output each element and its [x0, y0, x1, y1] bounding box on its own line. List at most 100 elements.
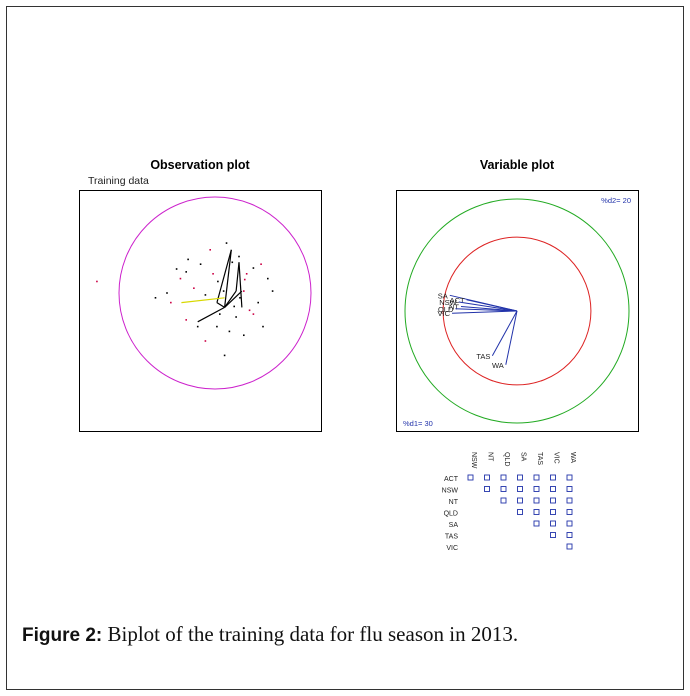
observation-point [187, 258, 189, 261]
table-marker [500, 474, 507, 481]
correlation-table: NSW NT QLD SA TAS VIC WA ACT NSW NT QLD SA TAS VIC [442, 452, 576, 552]
table-marker [550, 497, 556, 504]
observation-segment [224, 290, 237, 308]
table-marker [533, 509, 540, 515]
table-marker [550, 474, 556, 481]
observation-point [212, 273, 214, 275]
variable-label: VIC [438, 309, 451, 318]
observation-point [222, 290, 225, 292]
observation-point [179, 277, 182, 280]
observation-circle [118, 196, 312, 390]
table-marker [566, 509, 573, 515]
variable-label: SA [438, 291, 448, 300]
table-marker [566, 520, 573, 527]
table-column-header: TAS [536, 452, 543, 465]
observation-segment [238, 262, 243, 308]
table-marker [500, 497, 507, 504]
table-marker [533, 497, 540, 504]
observation-point [257, 301, 259, 304]
observation-point [193, 287, 195, 289]
observation-point [204, 294, 207, 296]
observation-point [248, 309, 251, 312]
figure-caption: Figure 2: Biplot of the training data fo… [22, 622, 518, 647]
table-marker [517, 486, 523, 492]
table-row-header: SA [449, 522, 459, 529]
table-column-header: NT [487, 452, 494, 462]
observation-point [175, 268, 178, 270]
observation-segment [216, 249, 232, 303]
observation-segment [224, 249, 232, 308]
observation-point [185, 319, 187, 321]
correlation-circle-outer [404, 198, 630, 424]
table-marker [517, 474, 523, 481]
table-marker [550, 532, 556, 538]
table-column-header: VIC [553, 452, 560, 464]
variable-label: ACT [450, 296, 465, 305]
table-row-header: NT [449, 499, 459, 506]
observation-plot-svg [96, 196, 312, 390]
table-row-header: TAS [445, 534, 458, 541]
observation-segment [197, 306, 225, 323]
table-column-header: NSW [470, 452, 477, 469]
variable-plot-panel: SA ACT NSW NT QLD VIC TAS WA %d1= 30 %d2= 20 [396, 190, 639, 432]
observation-point [209, 249, 211, 251]
table-marker [467, 474, 474, 481]
variable-arrow [466, 299, 518, 312]
observation-point [185, 271, 187, 273]
table-column-header: SA [520, 452, 527, 462]
observation-point [245, 273, 248, 275]
table-marker [484, 486, 490, 492]
table-marker [517, 497, 523, 504]
observation-plot-title: Observation plot [150, 158, 250, 172]
observation-point [267, 277, 269, 280]
observation-point [166, 292, 168, 294]
observation-point [154, 297, 157, 299]
table-marker [517, 509, 523, 515]
variable-arrow [458, 301, 518, 312]
observation-point [216, 325, 218, 328]
variable-arrow [452, 310, 518, 314]
observation-plot-subtitle: Training data [88, 175, 149, 187]
observation-point [231, 261, 234, 264]
correlation-circle-inner [442, 236, 592, 386]
observation-point [219, 313, 221, 315]
observation-point [196, 325, 199, 328]
observation-point [238, 255, 240, 258]
variable-label: NT [449, 303, 459, 312]
table-marker [550, 486, 556, 492]
table-marker [484, 474, 490, 481]
table-column-header: QLD [503, 452, 510, 466]
observation-point [96, 280, 98, 283]
table-marker [566, 486, 573, 492]
observation-point [225, 242, 228, 244]
table-marker [533, 486, 540, 492]
table-marker [566, 543, 573, 550]
observation-point [223, 354, 226, 357]
variable-arrow [491, 310, 518, 357]
variable-arrow [505, 310, 518, 365]
table-row-header: ACT [444, 476, 459, 483]
observation-point [243, 334, 245, 337]
observation-point [243, 290, 245, 292]
observation-segment [181, 297, 225, 304]
observation-point [199, 263, 202, 265]
table-marker [550, 509, 556, 515]
table-row-header: NSW [442, 488, 459, 495]
table-row-header: QLD [444, 511, 458, 518]
variable-label: QLD [438, 305, 454, 314]
observation-point [170, 301, 172, 304]
observation-segment [224, 290, 243, 308]
axis-label-d2: %d2= 20 [601, 196, 631, 205]
variable-label: TAS [476, 352, 490, 361]
axis-label-d1: %d1= 30 [403, 419, 433, 428]
variable-label: WA [492, 361, 504, 370]
observation-point [204, 340, 207, 342]
table-marker [550, 520, 556, 527]
figure-label: Figure 2: [22, 625, 103, 646]
observation-point [260, 263, 262, 265]
table-marker [566, 532, 573, 538]
observation-point [271, 290, 274, 292]
figure-caption-text: Biplot of the training data for flu seas… [107, 622, 519, 646]
observation-segment [216, 302, 225, 308]
observation-point [217, 280, 219, 283]
